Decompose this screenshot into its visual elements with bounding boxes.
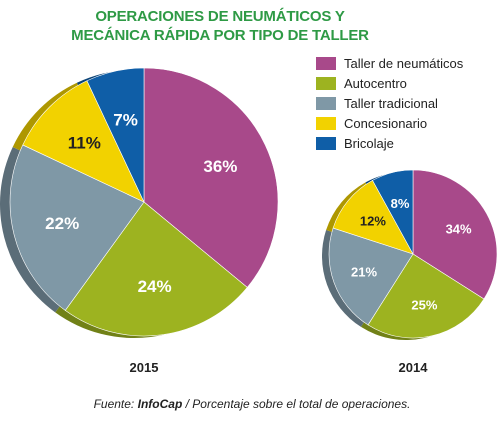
source-text: / Porcentaje sobre el total de operacion…	[185, 397, 411, 411]
pie-slice-label: 36%	[203, 157, 237, 176]
legend-swatch	[316, 76, 336, 90]
legend-item: Taller tradicional	[316, 93, 463, 113]
pie-slice-label: 34%	[446, 222, 472, 237]
legend-label: Autocentro	[344, 75, 407, 91]
legend-label: Taller de neumáticos	[344, 55, 464, 71]
pie-slice	[412, 169, 498, 300]
pie-slice	[367, 253, 485, 339]
source-prefix: Fuente:	[93, 397, 135, 411]
source-name: InfoCap	[137, 397, 183, 411]
legend-label: Taller tradicional	[344, 95, 438, 111]
pie-slice-label: 7%	[113, 111, 138, 130]
legend-swatch	[316, 56, 336, 70]
chart-title-line2: MECÁNICA RÁPIDA POR TIPO DE TALLER	[71, 27, 369, 44]
legend-swatch	[316, 96, 336, 110]
pie-slice-label: 25%	[411, 298, 437, 313]
pie-slice	[22, 80, 145, 203]
legend-item: Taller de neumáticos	[316, 53, 463, 73]
pie-2014: 34% 25% 21% 12% 8% 2014	[321, 169, 498, 375]
pie-slice	[332, 179, 414, 255]
legend-item: Bricolaje	[316, 133, 463, 153]
legend-label: Concesionario	[344, 115, 428, 131]
legend-swatch	[316, 136, 336, 150]
pie-slice-label: 8%	[391, 196, 410, 211]
pie-slice-label: 11%	[68, 133, 101, 152]
pie-year-label: 2015	[130, 360, 159, 375]
legend: Taller de neumáticos Autocentro Taller t…	[316, 53, 463, 153]
legend-item: Autocentro	[316, 73, 463, 93]
chart-title: OPERACIONES DE NEUMÁTICOS Y MECÁNICA RÁP…	[60, 7, 380, 45]
pie-slice	[143, 67, 279, 288]
chart-title-line1: OPERACIONES DE NEUMÁTICOS Y	[95, 8, 345, 25]
pie-year-label: 2014	[399, 360, 429, 375]
pie-slice	[86, 67, 145, 203]
legend-swatch	[316, 116, 336, 130]
legend-label: Bricolaje	[344, 135, 394, 151]
pie-slice-label: 21%	[351, 264, 377, 279]
pie-slice	[64, 201, 248, 337]
legend-item: Concesionario	[316, 113, 463, 133]
pie-slice	[328, 227, 414, 326]
pie-slice-label: 24%	[138, 277, 172, 296]
pie-2015: 36% 24% 22% 11% 7% 2015	[0, 67, 279, 375]
source-note: Fuente: InfoCap / Porcentaje sobre el to…	[0, 397, 504, 411]
pie-slice-label: 12%	[360, 214, 386, 229]
pie-slice	[372, 169, 414, 255]
pie-slice-label: 22%	[45, 214, 79, 233]
